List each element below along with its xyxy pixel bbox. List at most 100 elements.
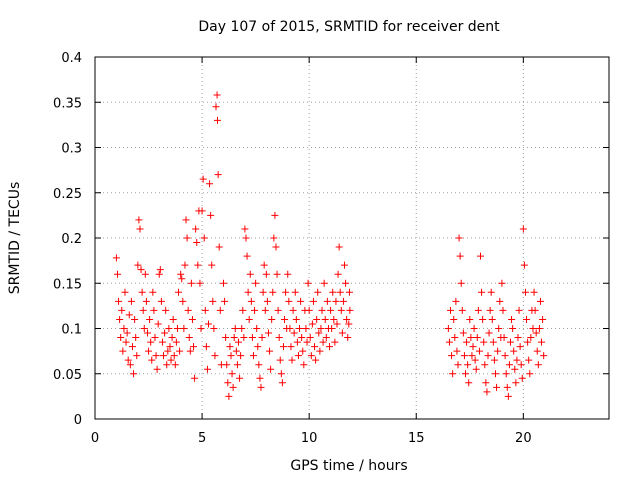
data-point — [112, 254, 120, 262]
data-point — [508, 315, 516, 323]
y-tick-label: 0.15 — [53, 277, 82, 292]
data-point — [216, 306, 224, 314]
data-point — [529, 325, 537, 332]
data-point — [255, 361, 263, 369]
data-point — [311, 343, 319, 351]
data-point — [115, 297, 123, 305]
data-point — [450, 315, 458, 323]
data-point — [300, 361, 308, 369]
data-point — [138, 288, 146, 296]
data-point — [286, 325, 294, 332]
data-point — [320, 279, 328, 287]
data-point — [521, 288, 529, 296]
data-point — [241, 225, 249, 233]
data-point — [466, 315, 474, 323]
data-point — [312, 356, 320, 364]
data-point — [344, 334, 352, 342]
data-point — [526, 370, 534, 378]
data-point — [242, 234, 250, 242]
data-point — [185, 334, 193, 342]
data-point — [511, 365, 519, 373]
data-point — [196, 279, 204, 287]
data-point — [226, 343, 234, 351]
data-point — [345, 288, 353, 296]
data-point — [516, 343, 524, 351]
data-point — [495, 325, 503, 332]
data-point — [225, 392, 233, 400]
data-point — [200, 234, 208, 242]
data-point — [272, 243, 280, 251]
y-tick-label: 0.3 — [61, 142, 82, 157]
data-point — [145, 347, 153, 355]
data-point — [152, 352, 160, 360]
data-point — [471, 356, 479, 364]
data-point — [193, 239, 201, 247]
data-point — [477, 252, 484, 260]
data-point — [510, 347, 518, 355]
data-point — [314, 288, 322, 296]
data-point — [232, 347, 240, 355]
data-point — [187, 279, 195, 287]
data-point — [513, 356, 521, 364]
data-point — [518, 374, 526, 382]
data-point — [252, 279, 260, 287]
data-point — [335, 243, 343, 251]
data-point — [474, 306, 482, 314]
data-point — [343, 315, 351, 323]
data-point — [490, 356, 498, 364]
y-tick-label: 0.2 — [61, 232, 82, 247]
data-point — [346, 306, 354, 314]
data-point — [291, 288, 299, 296]
data-point — [184, 306, 192, 314]
data-point — [258, 334, 266, 342]
data-point — [243, 252, 251, 260]
data-point — [203, 365, 211, 373]
data-point — [161, 329, 169, 337]
data-point — [119, 347, 127, 355]
data-point — [499, 306, 507, 314]
data-point — [164, 347, 172, 355]
data-point — [278, 379, 286, 387]
data-point — [183, 234, 191, 242]
data-point — [173, 325, 181, 332]
data-point — [296, 325, 304, 332]
data-point — [540, 352, 548, 360]
data-point — [515, 306, 523, 314]
data-point — [339, 297, 347, 305]
data-point — [256, 374, 264, 382]
data-point — [505, 361, 513, 369]
data-point — [176, 347, 184, 355]
data-point — [215, 243, 223, 251]
data-point — [127, 297, 135, 305]
data-point — [253, 325, 261, 332]
data-point — [181, 261, 189, 269]
data-point — [251, 306, 259, 314]
data-point — [524, 338, 532, 346]
data-point — [303, 338, 311, 346]
data-point — [502, 370, 510, 378]
data-point — [520, 261, 528, 269]
data-point — [279, 343, 287, 351]
data-point — [130, 370, 138, 378]
data-point — [333, 320, 341, 328]
x-tick-label: 20 — [515, 431, 532, 446]
data-point — [464, 361, 472, 369]
data-point — [155, 270, 163, 278]
data-point — [188, 315, 196, 323]
data-point — [205, 320, 213, 328]
data-point — [462, 370, 470, 378]
data-point — [197, 325, 205, 332]
data-point — [131, 315, 139, 323]
data-point — [135, 216, 143, 224]
data-point — [459, 329, 467, 337]
x-tick-label: 5 — [198, 431, 206, 446]
data-point — [214, 116, 222, 124]
points-layer — [112, 91, 548, 400]
data-point — [239, 306, 247, 314]
data-point — [458, 306, 466, 314]
data-point — [478, 288, 486, 296]
data-point — [334, 270, 342, 278]
data-point — [262, 270, 270, 278]
data-point — [485, 329, 493, 337]
data-point — [120, 325, 128, 332]
